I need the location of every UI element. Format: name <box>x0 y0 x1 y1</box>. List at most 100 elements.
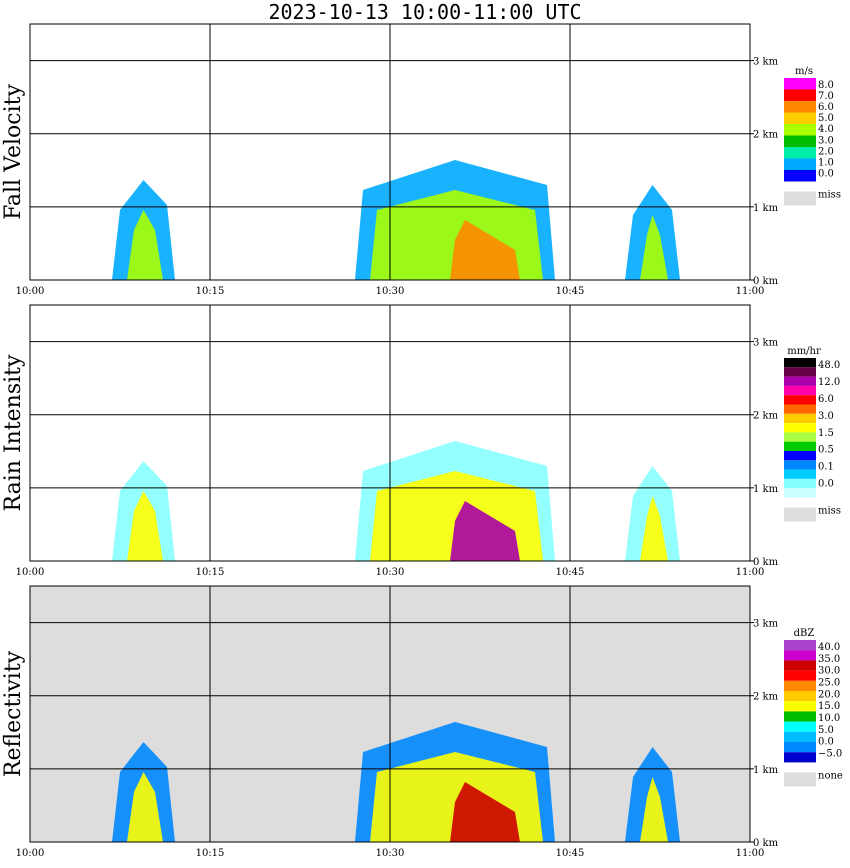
y-tick-label: 1 km <box>753 203 779 214</box>
colorbar-swatch <box>784 147 816 159</box>
x-tick-label: 10:15 <box>196 848 225 859</box>
y-tick-label: 3 km <box>753 338 779 349</box>
echo-mid <box>640 777 668 842</box>
colorbar-missing-swatch <box>784 772 816 787</box>
colorbar-label: 0.0 <box>818 737 834 748</box>
plot-frame <box>29 304 751 562</box>
colorbar-label: 20.0 <box>818 689 840 700</box>
x-tick-label: 10:30 <box>376 286 405 297</box>
colorbar-label: 5.0 <box>818 725 834 736</box>
panel-ylabel: Rain Intensity <box>1 354 26 511</box>
colorbar-label: 15.0 <box>818 701 840 712</box>
x-tick-label: 10:15 <box>196 567 225 578</box>
colorbar-swatch <box>784 101 816 113</box>
echo-mid <box>127 772 163 842</box>
y-tick-label: 0 km <box>753 838 779 849</box>
colorbar-swatch <box>784 441 816 451</box>
colorbar-label: 7.0 <box>818 91 834 102</box>
echo-mid <box>640 496 668 561</box>
colorbar-label: 5.0 <box>818 113 834 124</box>
panel-1: 10:00 10:15 10:30 10:45 11:000 km 1 km 2 km 3 k… <box>1 23 841 297</box>
echo-mid <box>640 215 668 280</box>
colorbar-label: 10.0 <box>818 713 840 724</box>
panel-ylabel: Fall Velocity <box>1 84 26 220</box>
colorbar-label: 40.0 <box>818 642 840 653</box>
x-tick-label: 11:00 <box>736 567 765 578</box>
x-tick-label: 10:00 <box>16 848 45 859</box>
colorbar-label: 48.0 <box>818 360 840 371</box>
colorbar-swatch <box>784 404 816 414</box>
colorbar-swatch <box>784 358 816 368</box>
colorbar-swatch <box>784 721 816 732</box>
colorbar-swatch <box>784 112 816 124</box>
colorbar-missing-label: miss <box>818 506 841 517</box>
colorbar-swatch <box>784 478 816 489</box>
colorbar-label: 8.0 <box>818 80 834 91</box>
colorbar-swatch <box>784 124 816 136</box>
colorbar-label: 30.0 <box>818 666 840 677</box>
colorbar-swatch <box>784 89 816 101</box>
y-tick-label: 2 km <box>753 411 779 422</box>
colorbar-swatch <box>784 158 816 170</box>
colorbar-swatch <box>784 451 816 461</box>
colorbar-swatch <box>784 460 816 470</box>
colorbar-swatch <box>784 423 816 433</box>
colorbar-swatch <box>784 413 816 424</box>
colorbar-label: 1.5 <box>818 428 834 439</box>
echo-core <box>450 501 520 561</box>
colorbar-label: 25.0 <box>818 678 840 689</box>
colorbar-swatch <box>784 691 816 702</box>
colorbar-unit: mm/hr <box>787 346 821 357</box>
y-tick-label: 1 km <box>753 765 779 776</box>
colorbar-unit: m/s <box>795 66 813 77</box>
colorbar-swatch <box>784 469 816 479</box>
echo-mid <box>127 491 163 561</box>
x-tick-label: 10:30 <box>376 567 405 578</box>
colorbar-swatch <box>784 650 816 661</box>
colorbar-label: 0.0 <box>818 479 834 490</box>
chart-title: 2023-10-13 10:00-11:00 UTC <box>268 0 582 24</box>
y-tick-label: 3 km <box>753 57 779 68</box>
colorbar-swatch <box>784 752 816 763</box>
colorbar-swatch <box>784 640 816 651</box>
colorbar-missing-label: miss <box>818 190 841 201</box>
colorbar-label: 35.0 <box>818 654 840 665</box>
x-tick-label: 11:00 <box>736 286 765 297</box>
colorbar-unit: dBZ <box>794 628 815 639</box>
colorbar-swatch <box>784 376 816 386</box>
y-tick-label: 1 km <box>753 484 779 495</box>
colorbar-missing-swatch <box>784 507 816 522</box>
colorbar-swatch <box>784 660 816 671</box>
plot-frame <box>29 585 751 843</box>
colorbar-missing-swatch <box>784 191 816 206</box>
panel-3: 10:00 10:15 10:30 10:45 11:000 km 1 km 2 km 3 k… <box>1 585 843 859</box>
x-tick-label: 10:45 <box>556 567 585 578</box>
colorbar-swatch <box>784 488 816 498</box>
y-tick-label: 3 km <box>753 619 779 630</box>
panel-ylabel: Reflectivity <box>1 650 26 777</box>
x-tick-label: 10:00 <box>16 286 45 297</box>
colorbar-label: 3.0 <box>818 135 834 146</box>
colorbar-label: 1.0 <box>818 157 834 168</box>
x-tick-label: 10:45 <box>556 286 585 297</box>
x-tick-label: 10:00 <box>16 567 45 578</box>
y-tick-label: 0 km <box>753 557 779 568</box>
colorbar-label: 0.0 <box>818 168 834 179</box>
y-tick-label: 2 km <box>753 692 779 703</box>
x-tick-label: 10:15 <box>196 286 225 297</box>
echo-core <box>450 782 520 842</box>
colorbar-swatch <box>784 395 816 405</box>
colorbar-swatch <box>784 432 816 442</box>
colorbar-label: 6.0 <box>818 102 834 113</box>
colorbar-swatch <box>784 680 816 691</box>
colorbar-missing-label: none <box>818 770 843 781</box>
colorbar-swatch <box>784 367 816 377</box>
colorbar-swatch <box>784 711 816 722</box>
colorbar-swatch <box>784 385 816 396</box>
colorbar-label: 0.1 <box>818 462 834 473</box>
colorbar-swatch <box>784 701 816 712</box>
echo-core <box>450 220 520 280</box>
y-tick-label: 0 km <box>753 276 779 287</box>
colorbar-swatch <box>784 670 816 681</box>
